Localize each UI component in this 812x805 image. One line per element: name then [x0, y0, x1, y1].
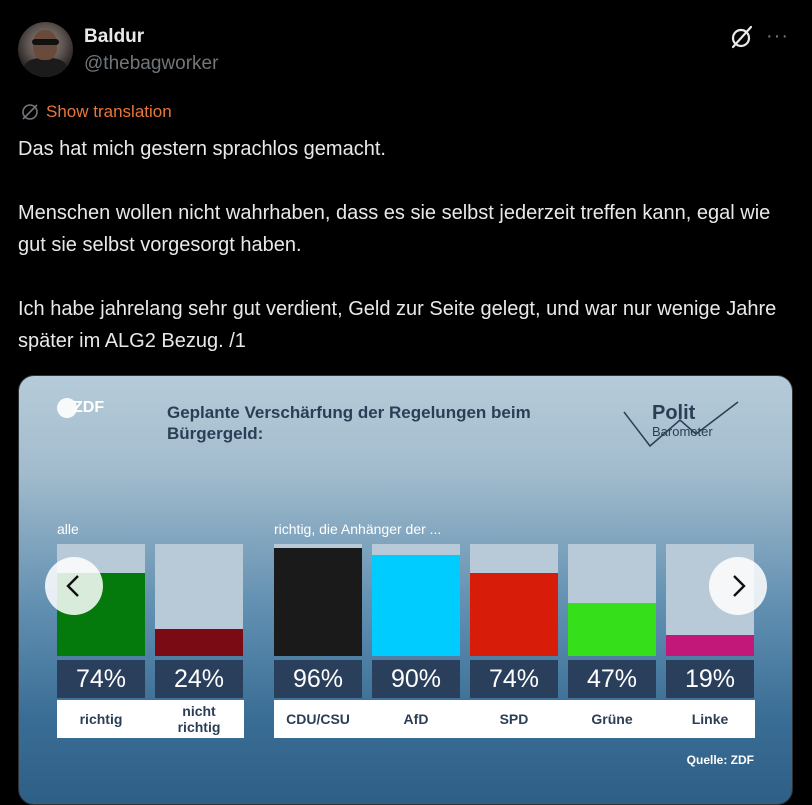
avatar-face: [33, 30, 57, 60]
chevron-left-icon: [66, 575, 79, 597]
author-handle[interactable]: @thebagworker: [84, 53, 219, 74]
bar-value-label: 74%: [57, 660, 145, 698]
bar-value-label: 24%: [155, 660, 243, 698]
carousel-prev-button[interactable]: [45, 557, 103, 615]
show-translation-label: Show translation: [46, 102, 172, 121]
tweet-paragraph: Ich habe jahrelang sehr gut verdient, Ge…: [18, 298, 777, 352]
author-name[interactable]: Baldur: [84, 26, 145, 47]
bar-value-label: 47%: [568, 660, 656, 698]
label-supporters: richtig, die Anhänger der ...: [274, 521, 442, 537]
tweet-media-chart[interactable]: ZDF Geplante Verschärfung der Regelungen…: [18, 375, 793, 805]
bar-nicht-richtig: [155, 629, 243, 656]
label-all: alle: [57, 521, 79, 537]
bar-value-label: 74%: [470, 660, 558, 698]
tweet-paragraph: Das hat mich gestern sprachlos gemacht.: [18, 138, 386, 160]
avatar-glasses: [32, 39, 59, 45]
bar-value-label: 19%: [666, 660, 754, 698]
category-row-bg: [274, 700, 755, 738]
tweet-paragraph: Menschen wollen nicht wahrhaben, dass es…: [18, 202, 771, 256]
category-label: CDU/CSU: [286, 711, 350, 727]
show-translation-link[interactable]: Show translation: [20, 102, 172, 122]
bar-background: [470, 544, 558, 656]
category-label: SPD: [499, 711, 529, 727]
category-label: Linke: [691, 711, 729, 727]
category-label: nicht richtig: [177, 703, 221, 735]
bar-background: [568, 544, 656, 656]
chevron-right-icon: [733, 575, 746, 597]
bar-linke: [666, 634, 754, 656]
bar-value-label: 96%: [274, 660, 362, 698]
bar-background: [155, 544, 243, 656]
bar-background: [274, 544, 362, 656]
category-label: richtig: [79, 711, 123, 727]
bar-gr-ne: [568, 603, 656, 656]
politbarometer-logo: Polit Barometer: [622, 398, 742, 450]
bar-background: [372, 544, 460, 656]
chart-source: Quelle: ZDF: [686, 753, 754, 767]
bar-spd: [470, 573, 558, 656]
translate-icon: [22, 104, 38, 120]
category-row-bg: [57, 700, 244, 738]
bar-cdu-csu: [274, 548, 362, 656]
more-icon[interactable]: ···: [766, 25, 789, 47]
bar-afd: [372, 555, 460, 656]
bar-value-label: 90%: [372, 660, 460, 698]
avatar[interactable]: [18, 22, 73, 77]
grok-icon[interactable]: [729, 24, 755, 50]
carousel-next-button[interactable]: [709, 557, 767, 615]
category-label: Grüne: [591, 711, 633, 727]
tweet-text: Das hat mich gestern sprachlos gemacht. …: [18, 133, 794, 357]
zdf-logo: ZDF: [57, 398, 104, 418]
category-label: AfD: [403, 711, 429, 727]
chart-title: Geplante Verschärfung der Regelungen bei…: [167, 403, 531, 443]
avatar-body: [24, 58, 67, 77]
